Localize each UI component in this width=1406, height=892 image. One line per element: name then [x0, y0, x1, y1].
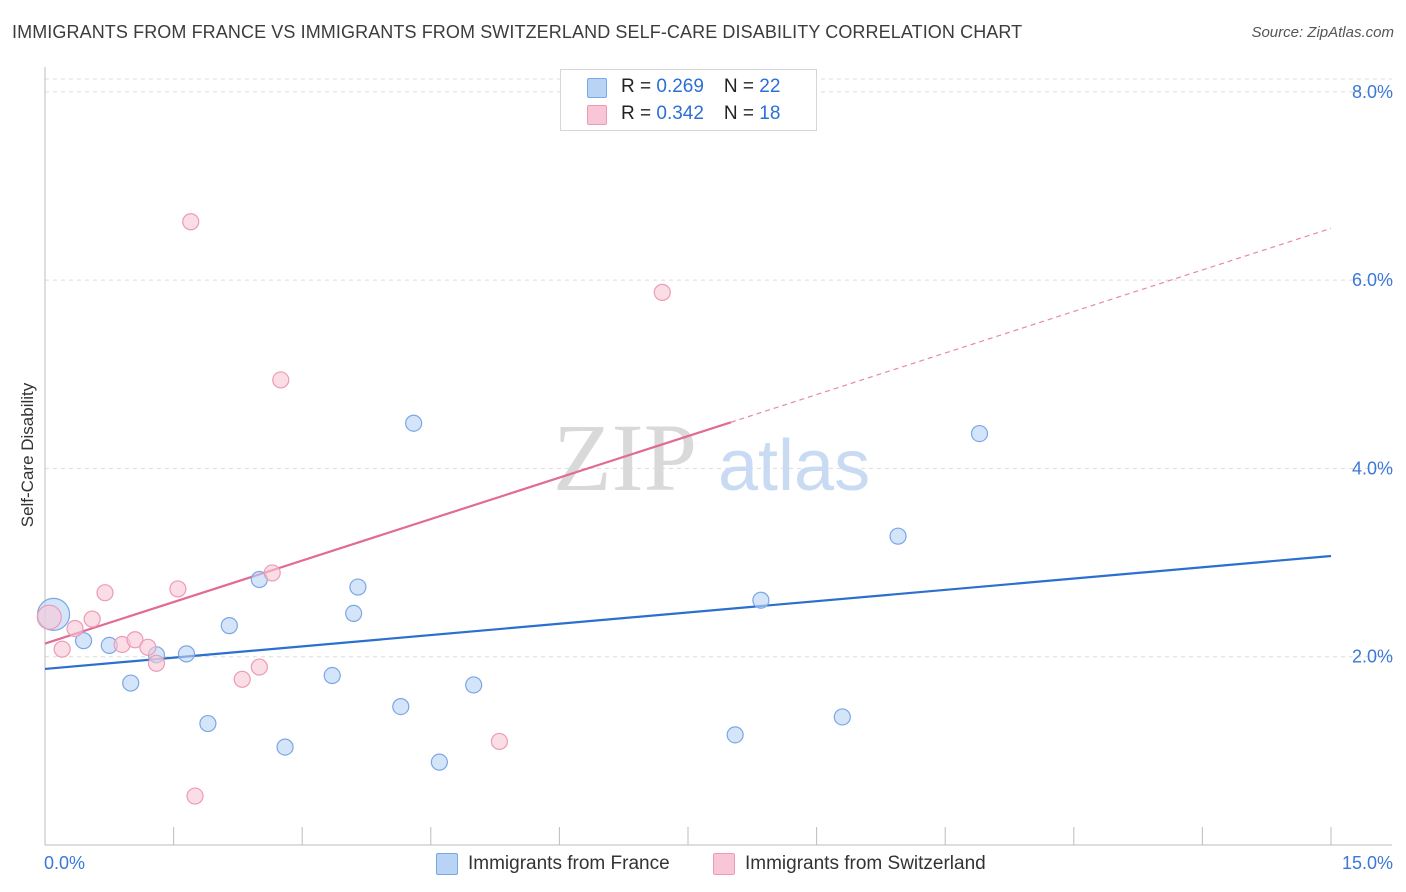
switzerland-point	[169, 580, 187, 598]
france-point	[220, 617, 238, 635]
switzerland-legend-swatch	[713, 853, 735, 875]
watermark-atlas: atlas	[718, 426, 870, 506]
switzerland-point	[263, 564, 281, 582]
watermark: ZIP atlas	[553, 404, 870, 511]
y-tick-label: 8.0%	[1352, 82, 1393, 102]
switzerland-point	[233, 670, 251, 688]
france-n-label: N =	[723, 76, 760, 97]
switzerland-point	[182, 213, 200, 231]
chart-title: IMMIGRANTS FROM FRANCE VS IMMIGRANTS FRO…	[12, 22, 1023, 42]
france-point	[752, 591, 770, 609]
switzerland-point	[147, 654, 166, 672]
france-r-value: 0.269	[656, 76, 704, 97]
france-point	[833, 708, 851, 726]
switzerland-legend-label: Immigrants from Switzerland	[745, 853, 986, 874]
switzerland-n-label: N =	[723, 103, 760, 124]
france-point	[889, 527, 907, 545]
france-point	[726, 726, 744, 744]
trend-lines	[44, 227, 1332, 671]
series-legend: Immigrants from France Immigrants from S…	[0, 852, 1406, 878]
axes: 0.0% 15.0% 2.0% 4.0% 6.0% 8.0%	[44, 67, 1393, 873]
france-legend-swatch	[436, 853, 458, 875]
france-point	[345, 604, 363, 623]
france-r-label: R =	[621, 76, 657, 97]
y-tick-label: 6.0%	[1352, 270, 1393, 290]
france-point	[430, 753, 448, 771]
france-n-value: 22	[759, 76, 781, 97]
france-trend-line	[44, 554, 1332, 671]
switzerland-point	[126, 631, 144, 649]
switzerland-point	[83, 610, 101, 628]
switzerland-trend-extension	[730, 227, 1332, 423]
switzerland-point	[139, 638, 157, 656]
switzerland-trend-line	[44, 421, 732, 645]
switzerland-point	[53, 640, 71, 658]
switzerland-point	[490, 732, 508, 751]
france-point	[199, 714, 217, 733]
switzerland-point	[653, 283, 671, 301]
france-point	[74, 632, 93, 650]
france-point	[122, 674, 140, 692]
y-tick-label: 4.0%	[1352, 458, 1393, 478]
france-point	[970, 424, 989, 443]
france-point	[323, 666, 341, 685]
france-legend-label: Immigrants from France	[468, 853, 670, 874]
switzerland-r-value: 0.342	[656, 103, 704, 124]
france-point	[177, 645, 196, 663]
switzerland-r-label: R =	[621, 103, 657, 124]
x-tick-label-max: 15.0%	[1342, 853, 1393, 873]
x-tick-label-min: 0.0%	[44, 853, 85, 873]
switzerland-swatch	[587, 105, 607, 125]
france-point	[349, 578, 367, 596]
france-swatch	[587, 78, 607, 98]
france-point	[405, 414, 423, 432]
switzerland-point	[96, 584, 114, 602]
france-point	[276, 738, 294, 756]
switzerland-point	[186, 787, 204, 805]
france-point	[392, 698, 410, 716]
switzerland-n-value: 18	[759, 103, 781, 124]
data-points	[36, 213, 989, 805]
grid-lines	[45, 78, 1392, 658]
stats-legend: R = 0.269 N = 22 R = 0.342 N = 18	[560, 69, 817, 131]
switzerland-point	[36, 604, 62, 630]
y-tick-label: 2.0%	[1352, 647, 1393, 667]
switzerland-point	[250, 658, 268, 676]
france-point	[465, 676, 483, 694]
source-label: Source: ZipAtlas.com	[1251, 24, 1394, 41]
switzerland-point	[66, 619, 84, 638]
switzerland-point	[272, 371, 290, 389]
